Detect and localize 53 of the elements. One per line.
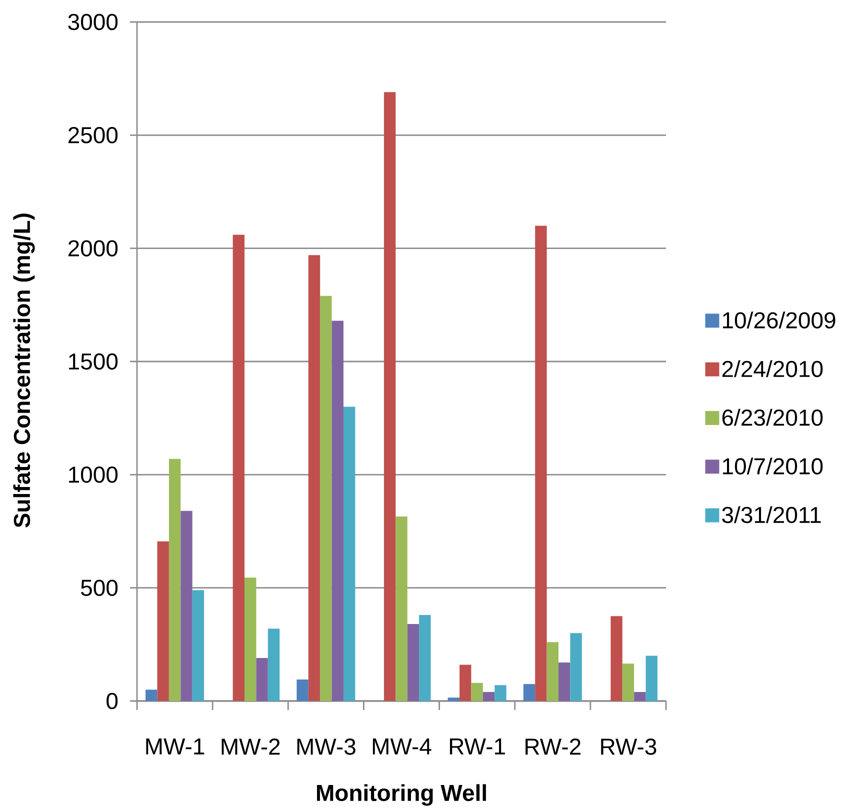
- bar: [419, 614, 431, 701]
- x-axis-title: Monitoring Well: [317, 784, 486, 806]
- bar: [244, 578, 256, 701]
- x-tick-label: RW-2: [526, 738, 580, 755]
- bar: [168, 458, 181, 701]
- legend-label: 2/24/2010: [722, 360, 823, 378]
- bar: [396, 516, 408, 701]
- bar: [646, 656, 658, 701]
- bar: [384, 92, 396, 701]
- bar: [634, 692, 646, 701]
- x-tick-label: MW-3: [297, 738, 356, 755]
- y-tick-label: 0: [106, 692, 118, 710]
- y-tick-label: 3000: [68, 14, 118, 30]
- bar: [523, 684, 536, 701]
- y-axis-title: Sulfate Concentration (mg/L): [13, 214, 35, 528]
- bar: [157, 541, 169, 701]
- bar: [332, 320, 344, 701]
- bar: [180, 510, 192, 701]
- bar: [146, 690, 158, 701]
- legend-label: 10/7/2010: [722, 458, 823, 474]
- x-tick-label: MW-1: [146, 738, 204, 754]
- bar: [256, 658, 268, 701]
- x-tick-label: RW-1: [450, 738, 505, 754]
- x-tick-label: MW-4: [372, 738, 432, 754]
- bar: [558, 662, 570, 701]
- y-tick-label: 1500: [69, 353, 118, 370]
- x-tick-label: RW-3: [601, 738, 656, 755]
- y-tick-label: 500: [81, 580, 118, 596]
- bar: [546, 642, 558, 701]
- bar: [610, 616, 622, 701]
- bar: [482, 692, 495, 701]
- bar: [343, 406, 356, 701]
- y-tick-label: 2500: [68, 127, 118, 144]
- y-tick-label: 2000: [68, 240, 118, 256]
- bar: [192, 590, 204, 701]
- bar: [296, 680, 308, 701]
- bar: [320, 296, 332, 701]
- x-tick-label: MW-2: [222, 738, 280, 755]
- bar: [308, 255, 320, 701]
- bar: [471, 682, 483, 701]
- bar: [460, 664, 472, 701]
- bar: [448, 698, 460, 701]
- bar: [407, 624, 420, 701]
- bar: [622, 664, 634, 701]
- bar: [494, 685, 506, 701]
- bar: [570, 633, 582, 701]
- legend-label: 3/31/2011: [722, 506, 821, 524]
- bar: [268, 628, 280, 701]
- legend-label: 6/23/2010: [722, 408, 823, 426]
- bar: [232, 234, 245, 701]
- legend-label: 10/26/2009: [722, 312, 836, 328]
- y-tick-label: 1000: [69, 466, 118, 483]
- bar: [535, 226, 547, 701]
